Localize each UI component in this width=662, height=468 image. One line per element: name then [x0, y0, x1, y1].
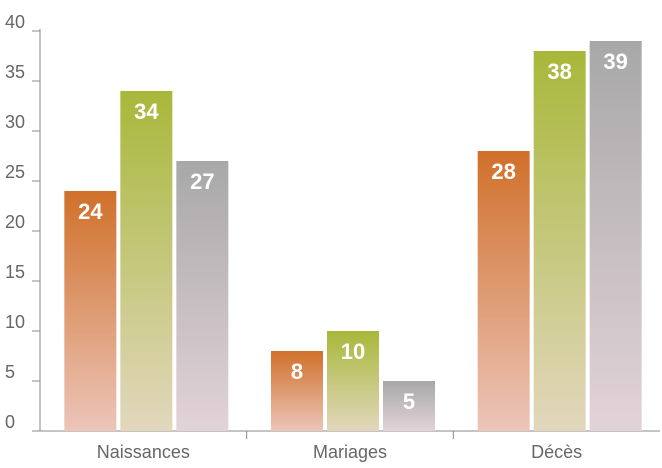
bar [383, 381, 435, 431]
data-label: 10 [341, 339, 365, 364]
bar [176, 161, 229, 431]
data-label: 34 [134, 99, 159, 124]
y-tick-label: 0 [5, 412, 15, 432]
x-tick-label: Décès [531, 442, 582, 462]
y-tick-label: 20 [5, 212, 25, 232]
y-tick-label: 15 [5, 262, 25, 282]
y-tick-label: 30 [5, 112, 25, 132]
y-tick-label: 10 [5, 312, 25, 332]
data-label: 27 [190, 169, 214, 194]
y-tick-label: 25 [5, 162, 25, 182]
bar [327, 331, 379, 431]
bar [271, 351, 323, 431]
bar [120, 91, 173, 431]
bar [64, 191, 117, 431]
data-label: 28 [491, 159, 515, 184]
x-tick-label: Mariages [313, 442, 387, 462]
y-tick-label: 35 [5, 62, 25, 82]
bar [533, 51, 586, 431]
bar [589, 41, 642, 431]
bar [477, 151, 530, 431]
y-tick-label: 5 [5, 362, 15, 382]
data-label: 24 [78, 199, 103, 224]
y-tick-label: 40 [5, 12, 25, 32]
data-label: 8 [291, 359, 303, 384]
x-tick-label: Naissances [97, 442, 190, 462]
data-label: 38 [547, 59, 571, 84]
data-label: 5 [403, 389, 415, 414]
data-label: 39 [603, 49, 627, 74]
